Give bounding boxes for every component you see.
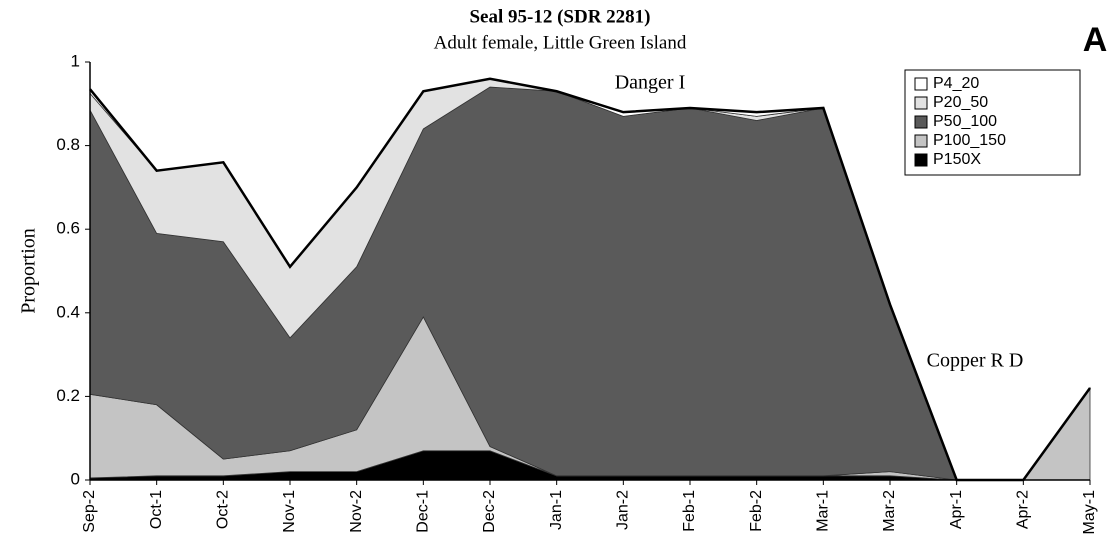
legend-label: P20_50: [933, 94, 988, 111]
legend-swatch: [914, 153, 928, 167]
chart-title: Seal 95-12 (SDR 2281): [469, 6, 650, 27]
x-tick-label: Dec-2: [481, 490, 498, 533]
x-tick-label: Nov-1: [281, 490, 298, 533]
x-tick-label: Jan-2: [615, 490, 632, 530]
x-tick-label: Dec-1: [415, 490, 432, 533]
legend-swatch: [914, 96, 928, 110]
y-axis-label: Proportion: [18, 228, 40, 314]
legend-label: P100_150: [933, 132, 1006, 149]
legend-label: P150X: [933, 151, 981, 168]
chart-subtitle: Adult female, Little Green Island: [434, 32, 687, 53]
legend-swatch: [914, 77, 928, 91]
x-tick-label: Apr-2: [1015, 490, 1032, 529]
x-tick-label: May-1: [1081, 490, 1098, 535]
legend-label: P4_20: [933, 75, 979, 92]
x-tick-label: Mar-2: [881, 490, 898, 532]
x-tick-label: Oct-1: [148, 490, 165, 529]
annotation: Copper R D: [927, 350, 1024, 372]
y-tick-label: 0.6: [56, 219, 80, 238]
legend-swatch: [914, 134, 928, 148]
x-tick-label: Apr-1: [948, 490, 965, 529]
y-tick-label: 0.4: [56, 302, 80, 321]
x-tick-label: Oct-2: [215, 490, 232, 529]
annotation: Danger I: [615, 72, 686, 94]
y-tick-label: 0: [71, 469, 80, 488]
legend-swatch: [914, 115, 928, 129]
x-tick-label: Feb-2: [748, 490, 765, 532]
y-tick-label: 0.8: [56, 135, 80, 154]
y-tick-label: 1: [71, 51, 80, 70]
x-tick-label: Mar-1: [815, 490, 832, 532]
y-tick-label: 0.2: [56, 386, 80, 405]
x-tick-label: Jan-1: [548, 490, 565, 530]
x-tick-label: Nov-2: [348, 490, 365, 533]
legend-box: [904, 69, 1081, 176]
total-outline: [89, 77, 1092, 482]
x-tick-label: Feb-1: [681, 490, 698, 532]
legend-label: P50_100: [933, 113, 997, 130]
panel-label: A: [1083, 21, 1108, 59]
x-tick-label: Sep-2: [81, 490, 98, 533]
